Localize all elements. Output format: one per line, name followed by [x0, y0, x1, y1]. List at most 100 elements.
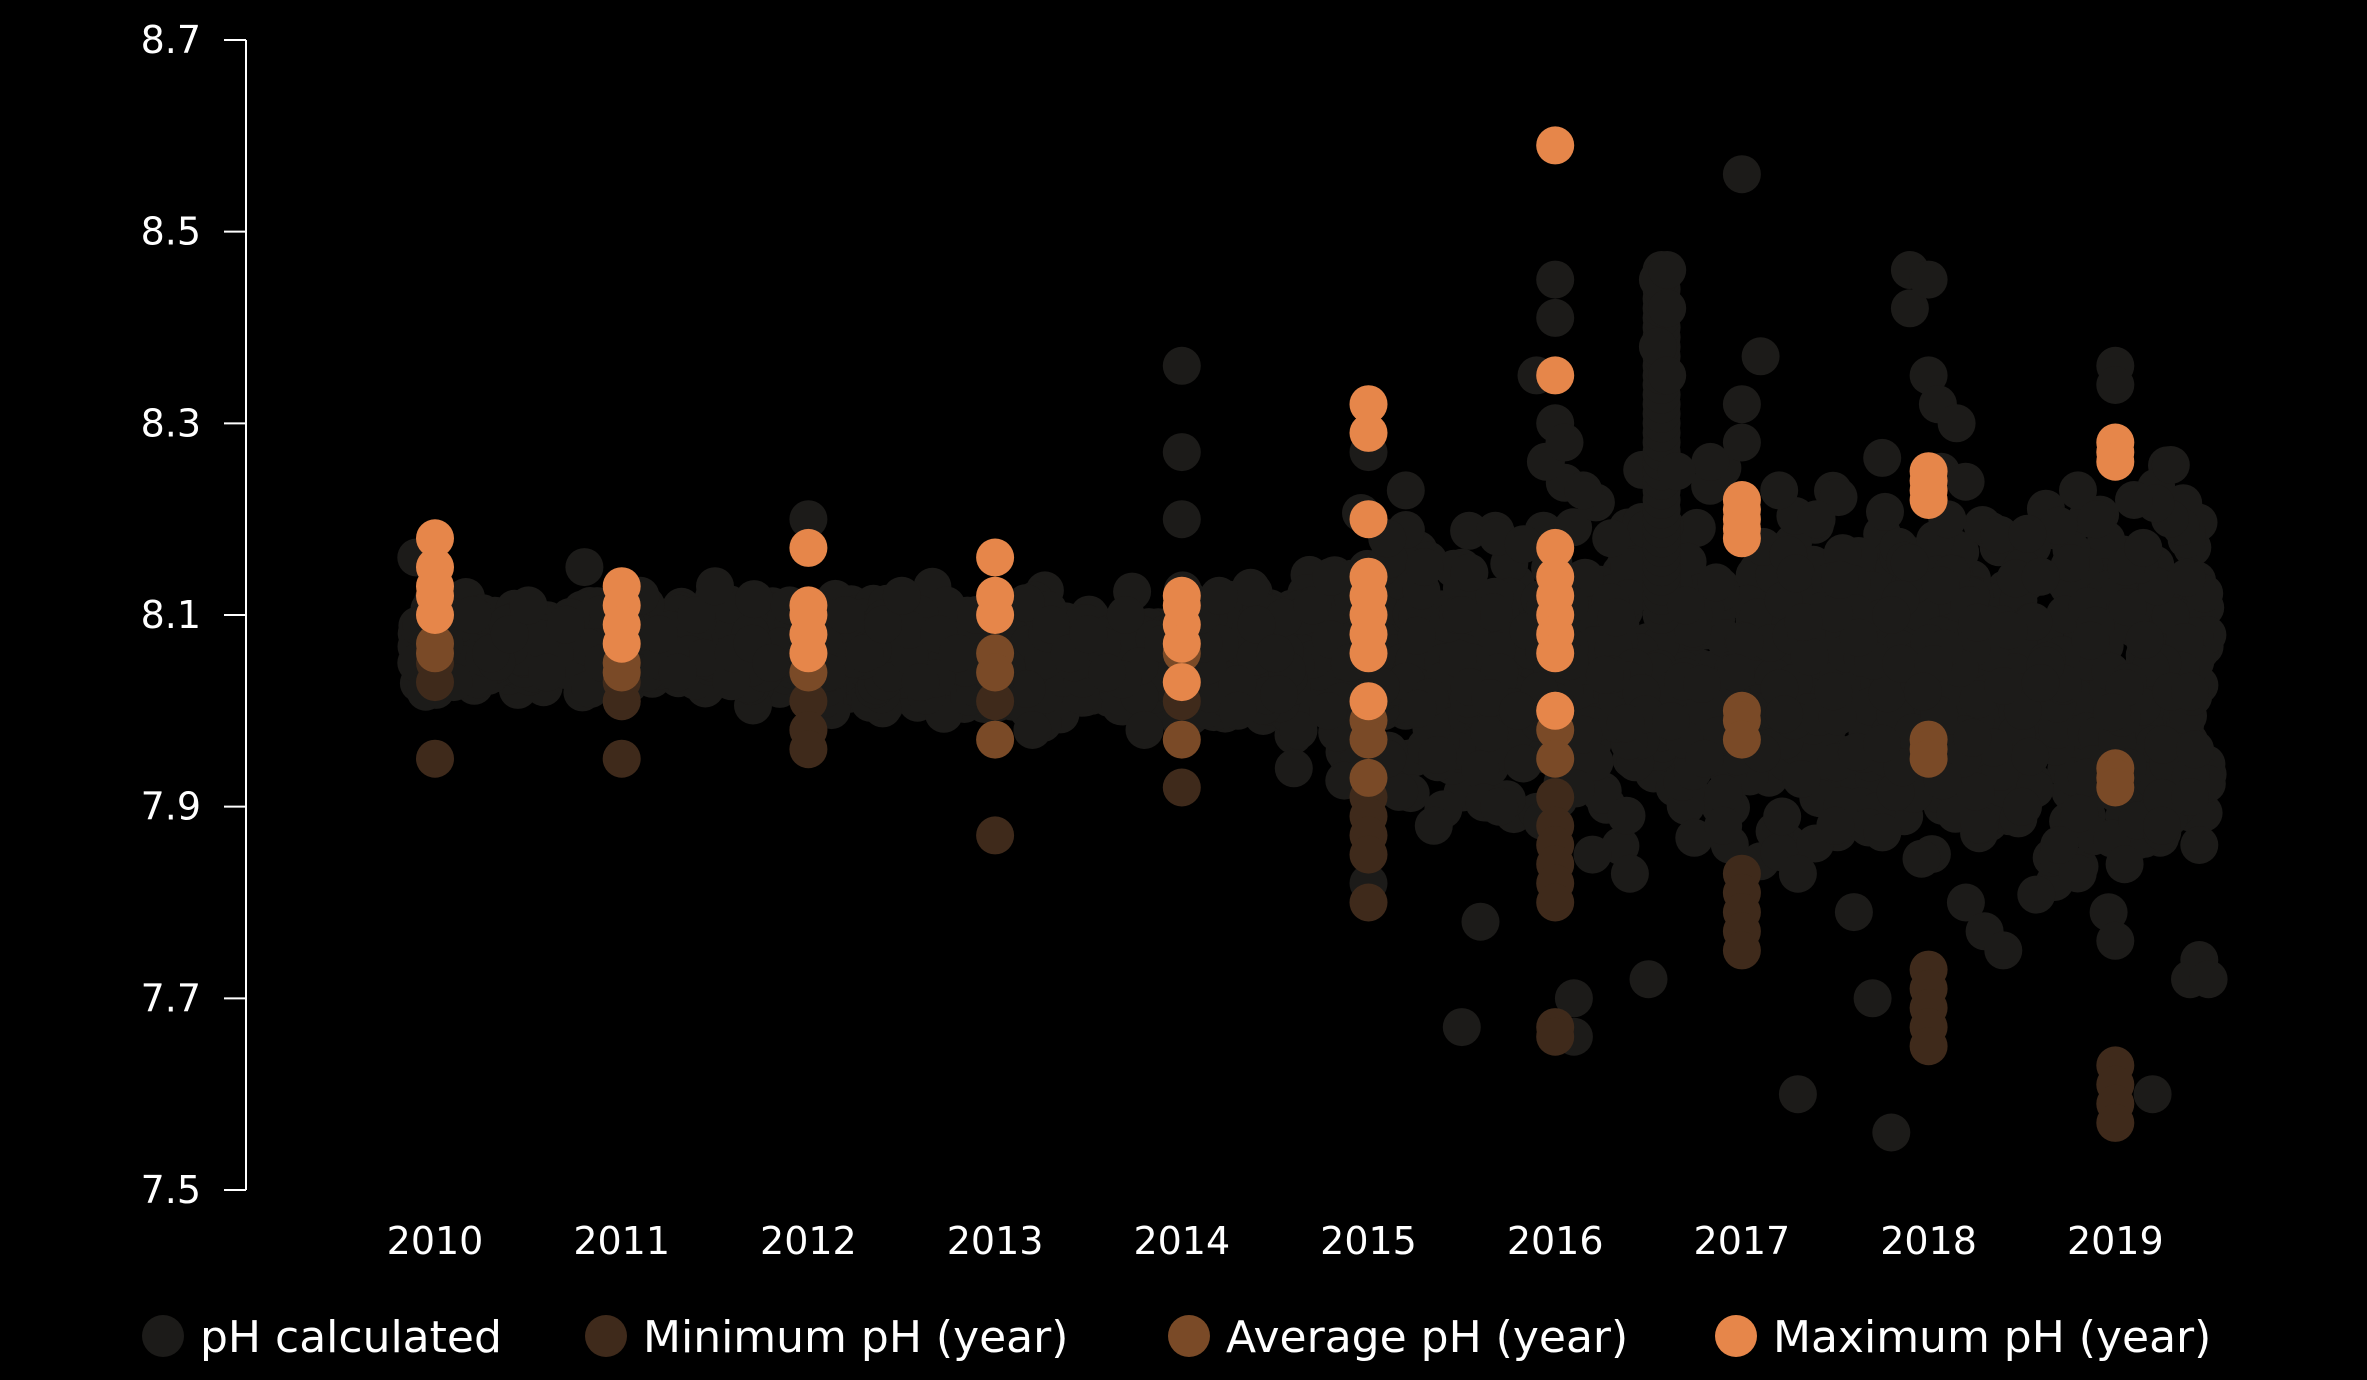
- average-ph-point: [976, 720, 1015, 759]
- y-tick-label: 8.1: [141, 593, 201, 637]
- average-ph-point: [1349, 720, 1388, 759]
- ph-calculated-point: [1007, 670, 1046, 708]
- maximum-ph-point: [1536, 126, 1575, 165]
- y-tick-label: 8.5: [141, 210, 201, 254]
- ph-calculated-point: [735, 580, 774, 619]
- ph-calculated-point: [1648, 251, 1687, 289]
- ph-calculated-point: [2089, 893, 2128, 932]
- maximum-ph-point: [976, 538, 1015, 577]
- legend-item: pH calculated: [142, 1312, 502, 1363]
- minimum-ph-point: [602, 682, 641, 721]
- minimum-ph-point: [1722, 931, 1761, 970]
- legend-swatch: [1715, 1315, 1757, 1357]
- ph-calculated-point: [1958, 603, 1997, 642]
- legend-item: Average pH (year): [1168, 1312, 1628, 1363]
- ph-calculated-point: [1903, 672, 1942, 711]
- ph-calculated-point: [752, 643, 791, 682]
- x-axis-tick-labels: 2010 2011 2012 2013 2014 2015 2016 2017 2018 2019: [387, 1219, 2164, 1263]
- maximum-ph-point: [1909, 481, 1948, 519]
- ph-calculated-point: [1953, 718, 1992, 757]
- ph-calculated-point: [1937, 404, 1976, 443]
- ph-calculated-point: [1722, 423, 1761, 462]
- ph-calculated-point: [1069, 615, 1108, 654]
- maximum-ph-point: [1162, 624, 1201, 663]
- ph-calculated-point: [1442, 596, 1481, 634]
- maximum-ph-point: [1349, 385, 1388, 424]
- ph-calculated-point: [1564, 471, 1603, 510]
- ph-calculated-point: [1418, 735, 1457, 774]
- ph-calculated-point: [1683, 664, 1721, 703]
- ph-calculated-point: [1716, 653, 1755, 692]
- y-tick-label: 8.7: [141, 18, 201, 62]
- ph-calculated-point: [2151, 446, 2190, 484]
- ph-calculated-point: [1309, 692, 1348, 730]
- ph-calculated-point: [1691, 442, 1730, 481]
- ph-calculated-point: [1498, 691, 1537, 730]
- ph-calculated-point: [1536, 260, 1575, 299]
- ph-calculated-point: [1106, 596, 1145, 634]
- ph-calculated-point: [1013, 711, 1052, 749]
- ph-calculated-point: [1442, 1008, 1481, 1047]
- ph-calculated-point: [1293, 586, 1332, 625]
- legend-item: Maximum pH (year): [1715, 1312, 2211, 1363]
- ph-calculated-point: [1778, 854, 1817, 893]
- ph-calculated-point: [1960, 806, 1999, 844]
- minimum-ph-point: [416, 739, 454, 778]
- average-ph-point: [1722, 720, 1761, 759]
- ph-calculated-point: [2144, 725, 2182, 764]
- ph-calculated-point: [1610, 854, 1649, 893]
- ph-calculated-point: [2093, 693, 2132, 732]
- ph-calculated-point: [1763, 797, 1802, 836]
- ph-calculated-point: [2008, 514, 2047, 553]
- ph-calculated-point: [1405, 548, 1444, 587]
- maximum-ph-point: [2096, 442, 2135, 481]
- average-ph-point: [416, 634, 454, 673]
- ph-calculated-point: [1666, 586, 1705, 625]
- ph-calculated-point: [1782, 760, 1821, 798]
- maximum-ph-point: [1349, 413, 1388, 452]
- maximum-ph-point: [789, 528, 828, 567]
- average-ph-point: [1909, 739, 1948, 778]
- ph-calculated-point: [1890, 543, 1929, 582]
- ph-calculated-point: [1984, 667, 2023, 705]
- ph-calculated-point: [1260, 675, 1298, 714]
- ph-calculated-point: [1790, 637, 1829, 676]
- ph-calculated-point: [826, 596, 865, 634]
- ph-calculated-point: [2038, 710, 2077, 749]
- ph-calculated-point: [1461, 750, 1500, 789]
- minimum-ph-point: [1536, 778, 1575, 817]
- x-tick-label: 2010: [387, 1219, 484, 1263]
- ph-calculated-point: [1480, 787, 1519, 826]
- ph-calculated-point: [1032, 605, 1071, 644]
- ph-calculated-point: [696, 567, 734, 606]
- ph-calculated-point: [528, 653, 566, 692]
- y-tick-label: 8.3: [141, 401, 201, 445]
- y-tick-label: 7.7: [141, 976, 201, 1020]
- maximum-ph-point: [416, 596, 454, 634]
- ph-calculated-point: [1863, 724, 1901, 763]
- ph-calculated-point: [1162, 433, 1201, 472]
- ph-calculated-point: [882, 576, 921, 615]
- x-tick-label: 2014: [1133, 1219, 1230, 1263]
- ph-calculated-point: [1610, 548, 1649, 586]
- ph-calculated-point: [789, 500, 828, 539]
- ph-calculated-point: [1725, 622, 1764, 661]
- x-tick-label: 2016: [1507, 1219, 1604, 1263]
- ph-calculated-point: [901, 663, 940, 702]
- ph-calculated-point: [2017, 875, 2056, 914]
- minimum-ph-point: [2096, 1103, 2135, 1142]
- ph-calculated-point: [1956, 772, 1995, 811]
- legend-swatch: [142, 1315, 184, 1357]
- minimum-ph-point: [1536, 883, 1575, 922]
- ph-calculated-point: [2125, 620, 2164, 659]
- ph-calculated-point: [864, 605, 903, 644]
- ph-calculated-point: [1554, 979, 1593, 1018]
- ph-calculated-point: [1853, 979, 1892, 1018]
- minimum-ph-point: [1909, 1027, 1948, 1066]
- average-ph-point: [2096, 768, 2135, 807]
- ph-calculated-point: [1231, 568, 1270, 607]
- ph-calculated-point: [1722, 385, 1761, 424]
- ph-calculated-point: [2051, 544, 2090, 583]
- ph-calculated-point: [2108, 588, 2147, 627]
